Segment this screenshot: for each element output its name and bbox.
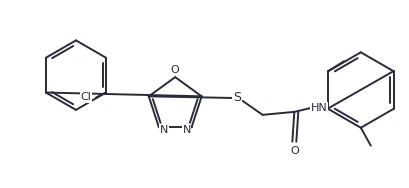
Text: S: S: [233, 92, 241, 105]
Text: HN: HN: [311, 103, 328, 113]
Text: Cl: Cl: [81, 92, 92, 102]
Text: O: O: [171, 65, 180, 75]
Text: N: N: [182, 125, 191, 135]
Text: O: O: [290, 146, 299, 156]
Text: N: N: [160, 125, 168, 135]
